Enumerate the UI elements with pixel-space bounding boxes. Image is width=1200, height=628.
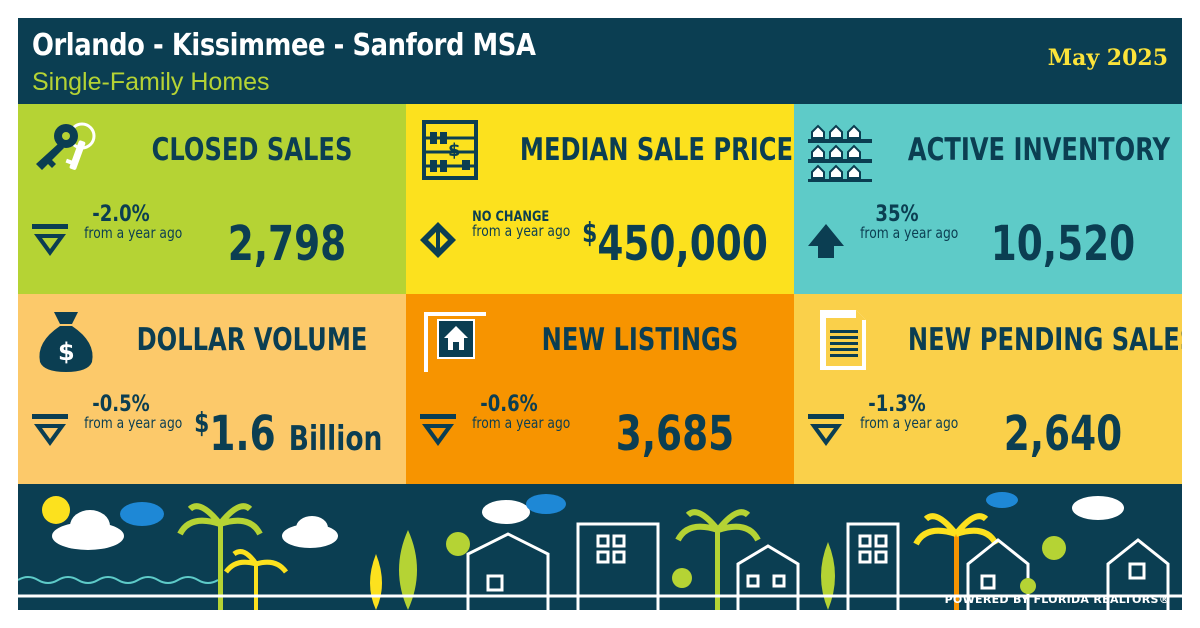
change-percent: -1.3% xyxy=(868,392,926,417)
value-number: 10,520 xyxy=(990,216,1136,272)
document-icon xyxy=(820,310,866,370)
left-right-arrow-icon xyxy=(420,222,456,258)
infographic: Orlando - Kissimmee - Sanford MSA Single… xyxy=(18,18,1182,610)
city-skyline-illustration xyxy=(18,492,1182,610)
value-currency: $ xyxy=(194,406,210,439)
tile-label: ACTIVE INVENTORY xyxy=(907,132,1171,168)
abacus-icon: $ xyxy=(422,120,478,180)
metric-value: 2,798 xyxy=(194,216,380,272)
up-arrow-icon xyxy=(808,224,844,258)
value-number: 2,640 xyxy=(1003,406,1123,462)
down-arrow-icon xyxy=(420,414,456,446)
metric-value: 2,640 xyxy=(970,406,1156,462)
metric-value: 3,685 xyxy=(582,406,768,462)
tile-label: MEDIAN SALE PRICE xyxy=(519,132,793,168)
change-caption: from a year ago xyxy=(84,224,183,242)
metric-value: 10,520 xyxy=(970,216,1156,272)
change-block: NO CHANGE from a year ago xyxy=(464,204,571,240)
building-outlines xyxy=(18,522,1182,610)
tile-label: CLOSED SALES xyxy=(151,132,353,168)
svg-text:$: $ xyxy=(58,338,75,366)
powered-by-credit: POWERED BY FLORIDA REALTORS® xyxy=(944,593,1170,606)
tile-closed-sales: CLOSED SALES -2.0% from a year ago 2,798 xyxy=(18,104,406,294)
for-sale-sign-icon xyxy=(424,312,486,372)
tile-new-pending-sales: NEW PENDING SALES -1.3% from a year ago … xyxy=(794,294,1182,484)
palm-tree-icon xyxy=(177,503,999,610)
value-number: 1.6 xyxy=(209,406,276,462)
value-number: 2,798 xyxy=(227,216,347,272)
change-caption: from a year ago xyxy=(860,224,959,242)
keys-icon xyxy=(36,122,96,170)
tile-new-listings: NEW LISTINGS -0.6% from a year ago 3,685 xyxy=(406,294,794,484)
water-waves xyxy=(18,576,219,584)
page-subtitle: Single-Family Homes xyxy=(32,68,270,96)
change-caption: from a year ago xyxy=(472,222,571,240)
down-arrow-icon xyxy=(32,414,68,446)
change-percent: -2.0% xyxy=(92,202,150,227)
tile-median-sale-price: $ MEDIAN SALE PRICE NO CHANGE from a yea… xyxy=(406,104,794,294)
down-arrow-icon xyxy=(32,224,68,256)
cloud-icon xyxy=(52,496,1124,550)
tile-label: DOLLAR VOLUME xyxy=(136,322,368,358)
value-number: 3,685 xyxy=(615,406,735,462)
change-percent: 35% xyxy=(875,202,919,227)
svg-text:$: $ xyxy=(448,140,461,161)
change-block: -1.3% from a year ago xyxy=(852,392,959,432)
change-caption: from a year ago xyxy=(860,414,959,432)
tile-label: NEW PENDING SALES xyxy=(907,322,1182,358)
shrub-icon xyxy=(446,532,1066,594)
value-unit: Billion xyxy=(288,419,383,459)
change-percent: -0.6% xyxy=(480,392,538,417)
tile-active-inventory: ACTIVE INVENTORY 35% from a year ago 10,… xyxy=(794,104,1182,294)
change-block: -0.5% from a year ago xyxy=(76,392,183,432)
value-currency: $ xyxy=(582,216,598,249)
change-caption: from a year ago xyxy=(472,414,571,432)
change-caption: from a year ago xyxy=(84,414,183,432)
down-arrow-icon xyxy=(808,414,844,446)
tile-dollar-volume: $ DOLLAR VOLUME -0.5% from a year ago $1… xyxy=(18,294,406,484)
sun-icon xyxy=(42,496,70,524)
metric-value: $450,000 xyxy=(582,216,768,272)
page-title: Orlando - Kissimmee - Sanford MSA xyxy=(32,28,536,63)
change-percent: -0.5% xyxy=(92,392,150,417)
metric-value: $1.6 Billion xyxy=(194,406,383,462)
change-block: -0.6% from a year ago xyxy=(464,392,571,432)
tile-label: NEW LISTINGS xyxy=(541,322,739,358)
change-block: 35% from a year ago xyxy=(852,202,959,242)
header: Orlando - Kissimmee - Sanford MSA Single… xyxy=(18,18,1182,104)
cloud-icon xyxy=(120,492,1018,526)
change-block: -2.0% from a year ago xyxy=(76,202,183,242)
change-percent: NO CHANGE xyxy=(472,209,550,225)
money-bag-icon: $ xyxy=(39,312,93,372)
report-date: May 2025 xyxy=(1047,45,1168,71)
houses-grid-icon xyxy=(808,124,872,182)
value-number: 450,000 xyxy=(597,216,768,272)
